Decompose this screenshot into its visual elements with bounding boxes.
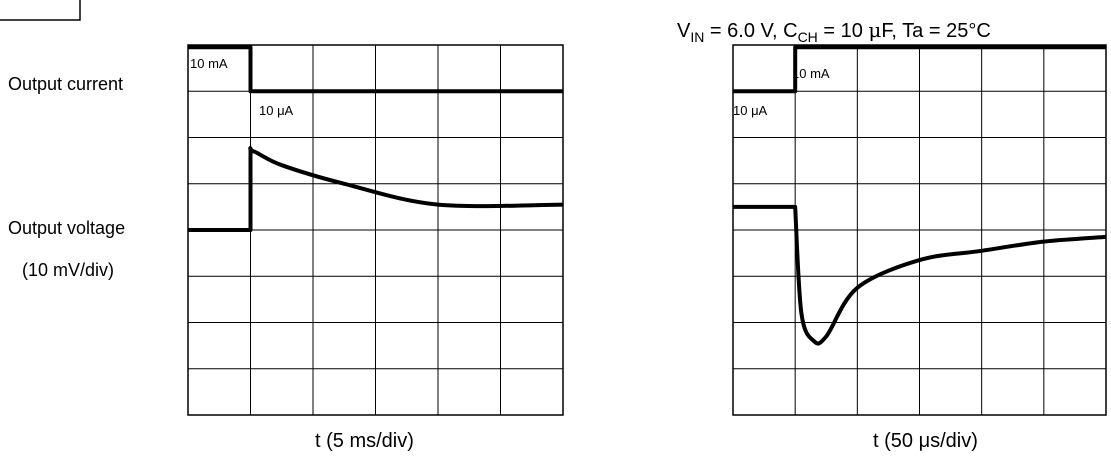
- output-current-trace: [188, 45, 563, 94]
- title-part-cap: = 6.0 V, C: [704, 20, 797, 42]
- output-current-label: Output current: [8, 74, 123, 94]
- title-part-ten: = 10: [818, 20, 869, 42]
- chart-left: 10 mA 10 μA t (5 ms/div): [187, 44, 564, 452]
- output-voltage-trace: [188, 146, 564, 232]
- chart-right: VIN = 6.0 V, CCH = 10 μF, Ta = 25°C 10 m…: [677, 18, 1107, 452]
- title-part-mu: μ: [868, 18, 881, 42]
- chart-right-low-label: 10 μA: [733, 103, 768, 118]
- chart-left-traces: [188, 45, 564, 232]
- output-voltage-label: Output voltage: [8, 218, 125, 238]
- chart-left-x-label: t (5 ms/div): [315, 430, 414, 452]
- output-current-trace: [733, 45, 1106, 94]
- chart-right-grid: [732, 44, 1107, 416]
- title-part-in: IN: [690, 29, 704, 45]
- voltage-scale-label: (10 mV/div): [22, 260, 114, 280]
- chart-right-high-label: 10 mA: [792, 66, 830, 81]
- chart-right-title: VIN = 6.0 V, CCH = 10 μF, Ta = 25°C: [677, 18, 991, 45]
- output-voltage-trace: [733, 204, 1107, 346]
- chart-right-traces: [733, 45, 1107, 346]
- title-part-v: V: [677, 20, 691, 42]
- corner-frame: [0, 0, 81, 21]
- chart-left-low-label: 10 μA: [259, 103, 294, 118]
- title-part-ch: CH: [798, 29, 818, 45]
- title-part-rest: F, Ta = 25°C: [881, 20, 990, 42]
- chart-right-x-label: t (50 μs/div): [873, 430, 978, 452]
- chart-left-high-label: 10 mA: [190, 56, 228, 71]
- chart-left-grid: [187, 44, 564, 416]
